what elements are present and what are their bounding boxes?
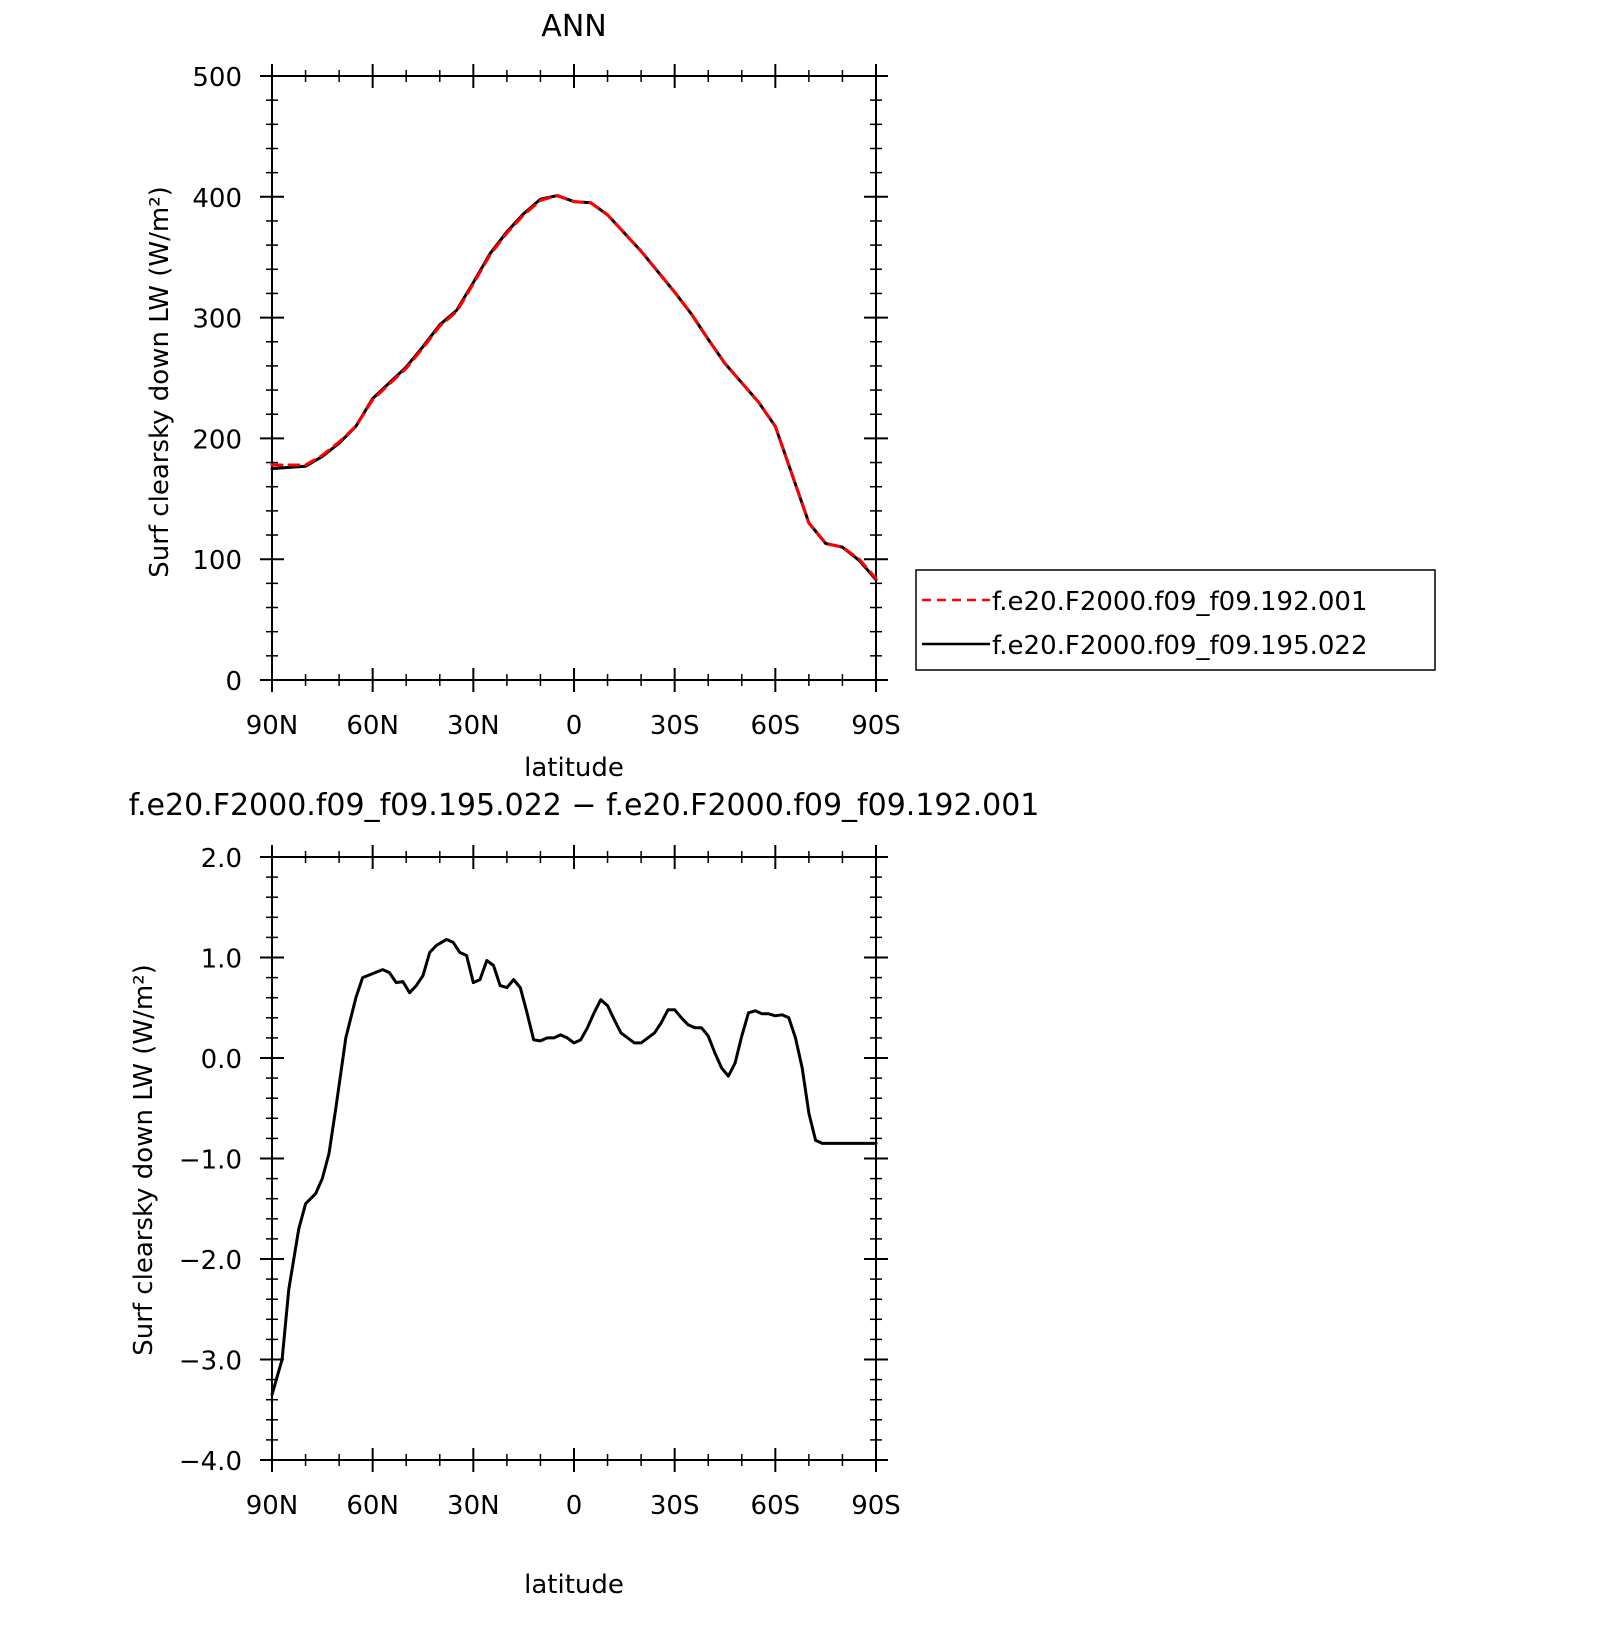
- top-ytick-label-2: 200: [192, 425, 242, 455]
- top-chart-xlabel: latitude: [524, 753, 624, 783]
- top-ytick-label-3: 300: [192, 305, 242, 335]
- bottom-xtick-label-6: 90S: [851, 1491, 901, 1521]
- top-xtick-label-2: 30N: [447, 711, 500, 741]
- top-ytick-label-5: 500: [192, 63, 242, 93]
- legend-label-series-2: f.e20.F2000.f09_f09.195.022: [992, 631, 1368, 661]
- top-xtick-label-0: 90N: [246, 711, 299, 741]
- bottom-xtick-label-4: 30S: [650, 1491, 700, 1521]
- bottom-chart-axes: 90N 60N 30N 0 30S 60S 90S −4.0 −3.0 −2.0 −1.0 0.0 1.…: [179, 844, 901, 1521]
- top-chart-title: ANN: [541, 9, 606, 44]
- top-ytick-label-0: 0: [225, 667, 242, 697]
- bottom-ytick-label-3: −1.0: [179, 1146, 242, 1176]
- top-series-line-2: [270, 194, 878, 582]
- top-chart: ANN Surf clearsky down LW (W/m²) latitud…: [145, 9, 1436, 783]
- bottom-ytick-label-0: −4.0: [179, 1447, 242, 1477]
- bottom-chart-series: [270, 937, 878, 1397]
- bottom-ytick-label-1: −3.0: [179, 1347, 242, 1377]
- top-chart-series: [270, 194, 878, 582]
- bottom-series-line-1: [270, 937, 878, 1397]
- top-xtick-label-3: 0: [566, 711, 583, 741]
- top-xtick-label-5: 60S: [751, 711, 801, 741]
- bottom-plot-frame: [271, 856, 877, 1461]
- legend-box: [915, 569, 1436, 671]
- top-chart-ylabel: Surf clearsky down LW (W/m²): [145, 186, 175, 578]
- bottom-ytick-label-4: 0.0: [201, 1045, 242, 1075]
- bottom-ytick-label-5: 1.0: [201, 945, 242, 975]
- bottom-ytick-label-6: 2.0: [201, 844, 242, 874]
- top-ytick-label-1: 100: [192, 546, 242, 576]
- bottom-xtick-label-5: 60S: [751, 1491, 801, 1521]
- top-chart-axes: 90N 60N 30N 0 30S 60S 90S 0 100 200 300 400 500: [192, 63, 900, 741]
- top-chart-legend: f.e20.F2000.f09_f09.192.001 f.e20.F2000.…: [915, 569, 1436, 671]
- bottom-chart-xlabel: latitude: [524, 1570, 624, 1600]
- bottom-chart-title: f.e20.F2000.f09_f09.195.022 − f.e20.F200…: [129, 788, 1040, 823]
- top-xtick-label-1: 60N: [346, 711, 399, 741]
- top-xtick-label-4: 30S: [650, 711, 700, 741]
- top-plot-frame: [271, 75, 877, 681]
- bottom-xtick-label-0: 90N: [246, 1491, 299, 1521]
- bottom-xtick-label-3: 0: [566, 1491, 583, 1521]
- legend-label-series-1: f.e20.F2000.f09_f09.192.001: [992, 587, 1368, 617]
- bottom-ytick-label-2: −2.0: [179, 1246, 242, 1276]
- bottom-chart-ylabel: Surf clearsky down LW (W/m²): [129, 964, 159, 1356]
- top-ytick-label-4: 400: [192, 184, 242, 214]
- bottom-chart: f.e20.F2000.f09_f09.195.022 − f.e20.F200…: [129, 788, 1040, 1600]
- bottom-xtick-label-2: 30N: [447, 1491, 500, 1521]
- top-xtick-label-6: 90S: [851, 711, 901, 741]
- bottom-xtick-label-1: 60N: [346, 1491, 399, 1521]
- top-series-line-1: [270, 194, 878, 580]
